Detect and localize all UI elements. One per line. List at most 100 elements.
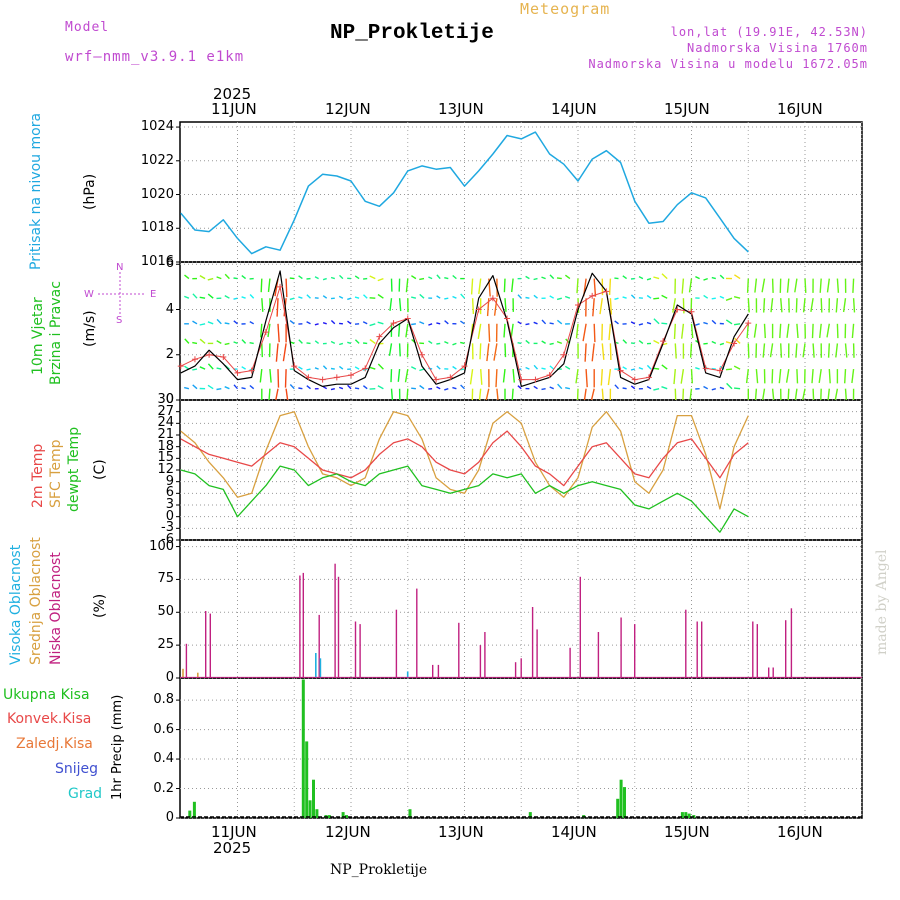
wind-arrow [681,278,685,294]
wind-arrow [810,298,814,313]
wind-arrow [556,277,562,280]
precip-total-bar [327,815,331,818]
precip-y-tick-label: 0.2 [153,780,174,796]
wind-arrow [747,298,750,313]
precip-y-tick-label: 0.6 [153,721,174,737]
wind-arrow [347,341,352,345]
wind-arrow [771,278,774,293]
wind-arrow [277,323,280,343]
precip-total-bar [312,779,315,818]
wind-arrow [199,338,206,344]
wind-arrow [599,298,603,315]
wind-arrow [794,388,798,401]
precip-total-bar [582,815,586,818]
wind-arrow [746,278,749,293]
gust-marker [291,363,298,370]
wind-arrow [517,385,522,390]
wind-arrow [289,341,295,345]
gust-marker [348,372,354,379]
precip-total-bar [305,741,309,818]
wind-arrow [614,384,620,390]
wind-arrow [406,388,409,401]
wind-arrow [630,294,636,299]
wind-arrow [734,274,741,280]
wind-arrow [711,367,716,370]
wind-arrow [703,277,708,281]
wind-arrow [622,339,628,344]
temp-unit: (C) [92,459,108,480]
gust-marker [333,374,340,381]
wind-arrow [363,294,368,299]
wind-arrow [444,320,449,325]
wind-arrow [338,386,344,390]
wind-arrow [354,366,360,370]
wind-arrow [549,386,554,390]
cloud-unit: (%) [92,593,108,618]
wind-arrow [583,278,587,297]
precip-total-bar [616,798,620,818]
wind-arrow [786,323,790,338]
wind-arrow [249,320,255,325]
wind-arrow [576,278,579,294]
cloud-y-tick-label: 0 [165,670,174,685]
cloud-low-bar [318,614,320,678]
wind-arrow [207,321,214,325]
gust-marker [305,374,312,381]
cloud-low-bar [479,645,482,678]
day-label-bottom-5: 16JUN [777,823,823,841]
temp-y-tick-label: 6 [165,485,174,501]
cloud-high-bar [406,671,409,678]
gust-marker [433,376,440,383]
wind-arrow [614,297,619,300]
wind-arrow [734,337,741,344]
wind-arrow [754,388,758,401]
wind-arrow [419,368,425,372]
cloud-ylabel-1: Visoka Oblacnost [8,544,24,665]
gust-marker [560,351,567,358]
cloud-low-bar [772,667,774,678]
wind-arrow [460,320,465,325]
wind-arrow [719,365,725,370]
wind-arrow [511,278,514,293]
precip-legend-total: Ukupna Kisa [3,687,90,703]
wind-arrow [276,298,279,317]
cloud-low-bar [696,621,698,678]
wind-arrow [452,365,457,370]
wind-frame [179,261,863,401]
wind-arrow [233,277,238,280]
wind-arrow [614,277,619,280]
wind-arrow [682,298,685,314]
wind-arrow [689,343,693,358]
wind-arrow [661,322,668,325]
wind-arrow [614,341,619,345]
gust-marker [362,365,369,372]
precip-total-bar [528,812,532,818]
gust-marker [660,338,667,345]
wind-arrow [827,388,830,401]
wind-arrow [411,296,417,299]
wind-arrow [419,384,425,390]
wind-arrow [377,363,384,370]
wind-arrow [711,319,717,325]
wind-arrow [347,320,352,325]
wind-arrow [771,388,775,401]
wind-arrow [719,274,725,280]
wind-arrow [653,318,660,325]
wind-arrow [681,323,685,339]
wind-arrow [711,340,717,345]
wind-arrow [241,275,247,280]
gust-marker [731,340,738,347]
wind-arrow [428,323,433,326]
dewpt-line [180,465,749,533]
wind-arrow [486,298,490,317]
wind-arrow [525,296,530,299]
wind-arrow [306,342,311,345]
cloud-low-bar [756,624,758,678]
wind-arrow [593,278,597,297]
gust-marker [645,374,652,381]
wind-arrow [249,384,255,390]
wind-arrow [479,343,482,360]
wind-arrow [746,323,749,339]
wind-arrow [533,321,538,325]
wind-arrow [541,319,547,325]
